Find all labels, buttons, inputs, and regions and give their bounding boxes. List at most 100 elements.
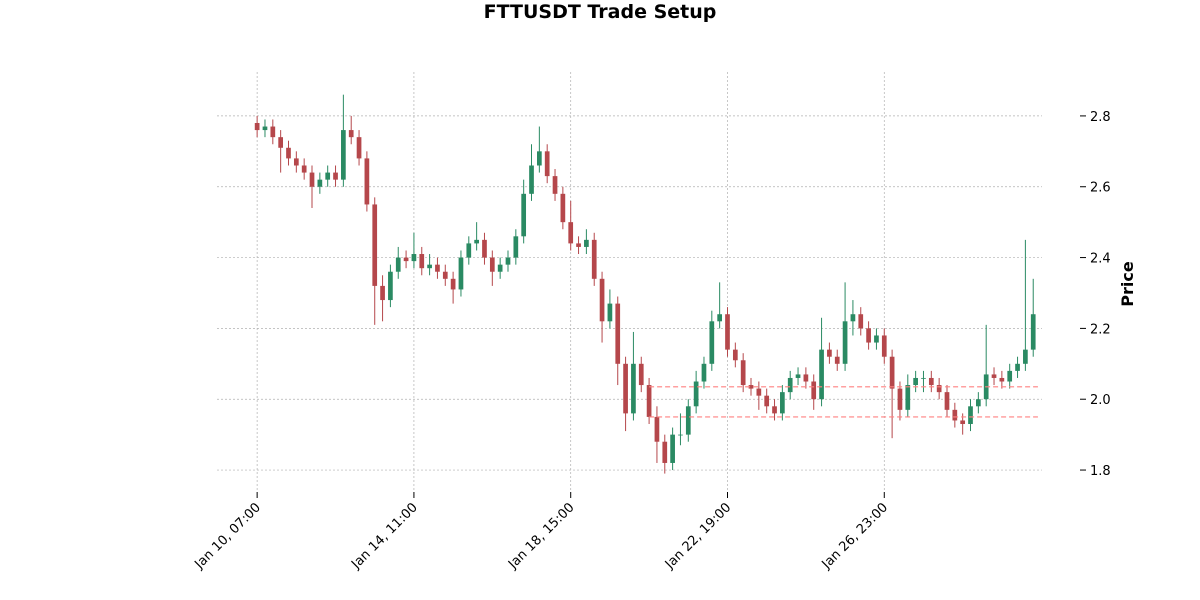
candle-body: [560, 193, 566, 223]
candle-body: [521, 193, 527, 237]
candle-body: [866, 328, 871, 343]
candle-body: [850, 314, 856, 322]
candle-body: [388, 271, 393, 301]
candle-body: [278, 137, 284, 148]
x-tick-label: Jan 14, 11:00: [348, 500, 420, 572]
candle-body: [1030, 314, 1036, 350]
candle-body: [756, 388, 762, 396]
candle-body: [740, 360, 746, 386]
candle-body: [466, 243, 472, 258]
candle-body: [968, 406, 973, 425]
candle-body: [325, 172, 331, 180]
candle-body: [725, 314, 730, 350]
chart-title: FTTUSDT Trade Setup: [484, 1, 717, 23]
candle-body: [552, 176, 558, 194]
candle-body: [489, 257, 495, 272]
candle-body: [858, 314, 864, 329]
candle-body: [654, 416, 660, 442]
candle-body: [435, 264, 440, 272]
candle-body: [442, 271, 448, 279]
candle-body: [827, 349, 832, 357]
y-axis-label: Price: [1118, 261, 1137, 307]
candle-body: [615, 303, 621, 364]
candle-body: [607, 303, 613, 322]
y-tick-label: 2.2: [1090, 322, 1111, 337]
candle-body: [685, 406, 691, 435]
candle-body: [944, 392, 950, 410]
candle-body: [795, 374, 801, 378]
candle-body: [505, 257, 511, 265]
candle-body: [1015, 363, 1020, 371]
candle-body: [693, 381, 699, 407]
candle-body: [333, 172, 338, 180]
candle-body: [513, 236, 519, 258]
candle-body: [960, 420, 966, 425]
candle-body: [317, 179, 323, 187]
candle-body: [834, 356, 840, 364]
candle-body: [701, 363, 707, 382]
candle-body: [576, 243, 581, 247]
y-tick-label: 2.0: [1090, 393, 1111, 408]
candle-body: [293, 158, 299, 166]
candle-body: [874, 335, 879, 343]
candle-body: [380, 285, 385, 301]
candle-body: [670, 434, 675, 463]
candle-body: [638, 363, 644, 386]
candle-body: [881, 335, 887, 357]
candle-body: [427, 264, 432, 269]
candle-body: [419, 254, 425, 269]
candle-body: [732, 349, 738, 361]
candle-body: [999, 377, 1005, 382]
x-tick-label: Jan 22, 19:00: [662, 500, 734, 572]
candle-body: [897, 388, 903, 410]
candle-body: [889, 356, 895, 389]
candle-body: [952, 409, 958, 421]
candle-body: [928, 377, 934, 386]
candle-body: [764, 395, 770, 407]
y-tick-label: 2.8: [1090, 110, 1111, 125]
candle-body: [482, 239, 487, 258]
candle-body: [787, 377, 793, 393]
candle-body: [1007, 370, 1013, 382]
candle-body: [842, 321, 848, 364]
candle-body: [936, 385, 942, 393]
candle-body: [584, 239, 589, 247]
candle-body: [270, 126, 276, 138]
candle-body: [411, 254, 417, 262]
candle-body: [568, 222, 574, 244]
candle-body: [819, 349, 824, 400]
candle-body: [803, 374, 809, 382]
candle-body: [395, 257, 401, 272]
candle-body: [921, 377, 926, 379]
candle-body: [905, 385, 911, 410]
x-tick-label: Jan 26, 23:00: [819, 500, 891, 572]
candle-body: [301, 165, 307, 173]
candle-body: [811, 381, 817, 400]
candle-body: [262, 126, 268, 131]
candle-body: [631, 363, 636, 414]
candle-body: [348, 130, 354, 138]
candle-body: [309, 172, 315, 187]
candle-body: [780, 392, 785, 414]
candle-body: [1023, 349, 1028, 364]
candle-body: [646, 385, 652, 417]
candle-body: [709, 321, 715, 364]
candle-body: [474, 239, 479, 244]
candle-body: [536, 151, 542, 166]
candle-body: [591, 239, 597, 279]
y-tick-label: 2.6: [1090, 181, 1111, 196]
candle-body: [529, 165, 534, 194]
candle-body: [254, 122, 260, 131]
candle-body: [372, 204, 378, 286]
candle-body: [403, 257, 409, 262]
candle-body: [748, 385, 754, 389]
candle-body: [623, 363, 628, 414]
candle-body: [544, 151, 550, 177]
x-tick-label: Jan 10, 07:00: [192, 500, 264, 572]
candle-body: [458, 257, 464, 290]
candle-body: [356, 137, 362, 159]
candle-body: [717, 314, 723, 322]
candle-body: [364, 158, 370, 205]
candle-body: [991, 374, 997, 378]
